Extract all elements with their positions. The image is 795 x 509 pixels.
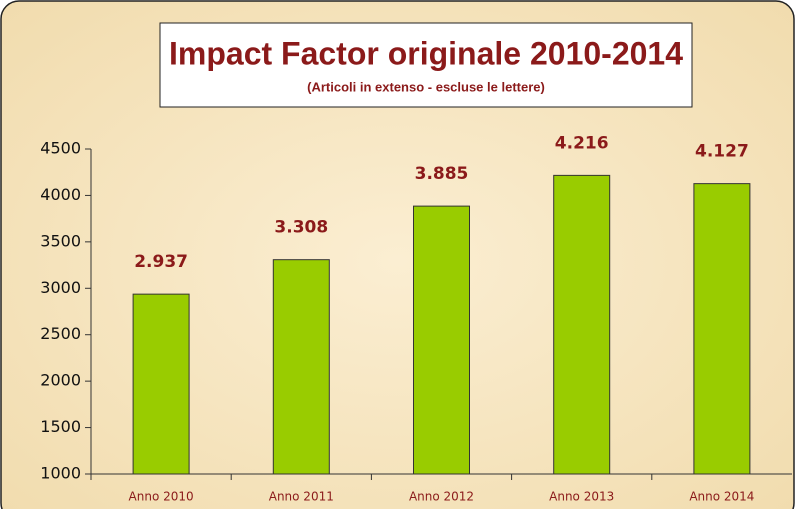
title-box xyxy=(159,22,693,108)
data-label: 2.937 xyxy=(134,252,188,272)
x-tick-label: Anno 2010 xyxy=(129,490,194,504)
y-tick-label: 2000 xyxy=(40,371,81,390)
y-tick-label: 4000 xyxy=(40,185,81,204)
x-tick-label: Anno 2011 xyxy=(269,490,334,504)
y-tick-label: 3500 xyxy=(40,231,81,250)
bar xyxy=(553,174,611,475)
chart-title: Impact Factor originale 2010-2014 xyxy=(169,35,683,71)
bar xyxy=(132,293,190,475)
chart-subtitle: (Articoli in extenso - escluse le letter… xyxy=(307,79,545,94)
y-tick-label: 1000 xyxy=(40,464,81,483)
data-label: 3.308 xyxy=(274,218,328,238)
y-tick-label: 3000 xyxy=(40,278,81,297)
bar xyxy=(693,183,751,475)
data-label: 3.885 xyxy=(415,164,469,184)
bar xyxy=(413,205,470,475)
x-tick-label: Anno 2012 xyxy=(409,490,474,504)
y-tick-label: 1500 xyxy=(40,417,81,436)
x-tick-label: Anno 2014 xyxy=(689,490,754,504)
data-label: 4.127 xyxy=(695,142,749,162)
bar xyxy=(272,259,330,475)
y-tick-label: 2500 xyxy=(40,324,81,343)
y-tick-label: 4500 xyxy=(40,139,81,158)
data-label: 4.216 xyxy=(555,133,609,153)
x-tick-label: Anno 2013 xyxy=(549,490,614,504)
